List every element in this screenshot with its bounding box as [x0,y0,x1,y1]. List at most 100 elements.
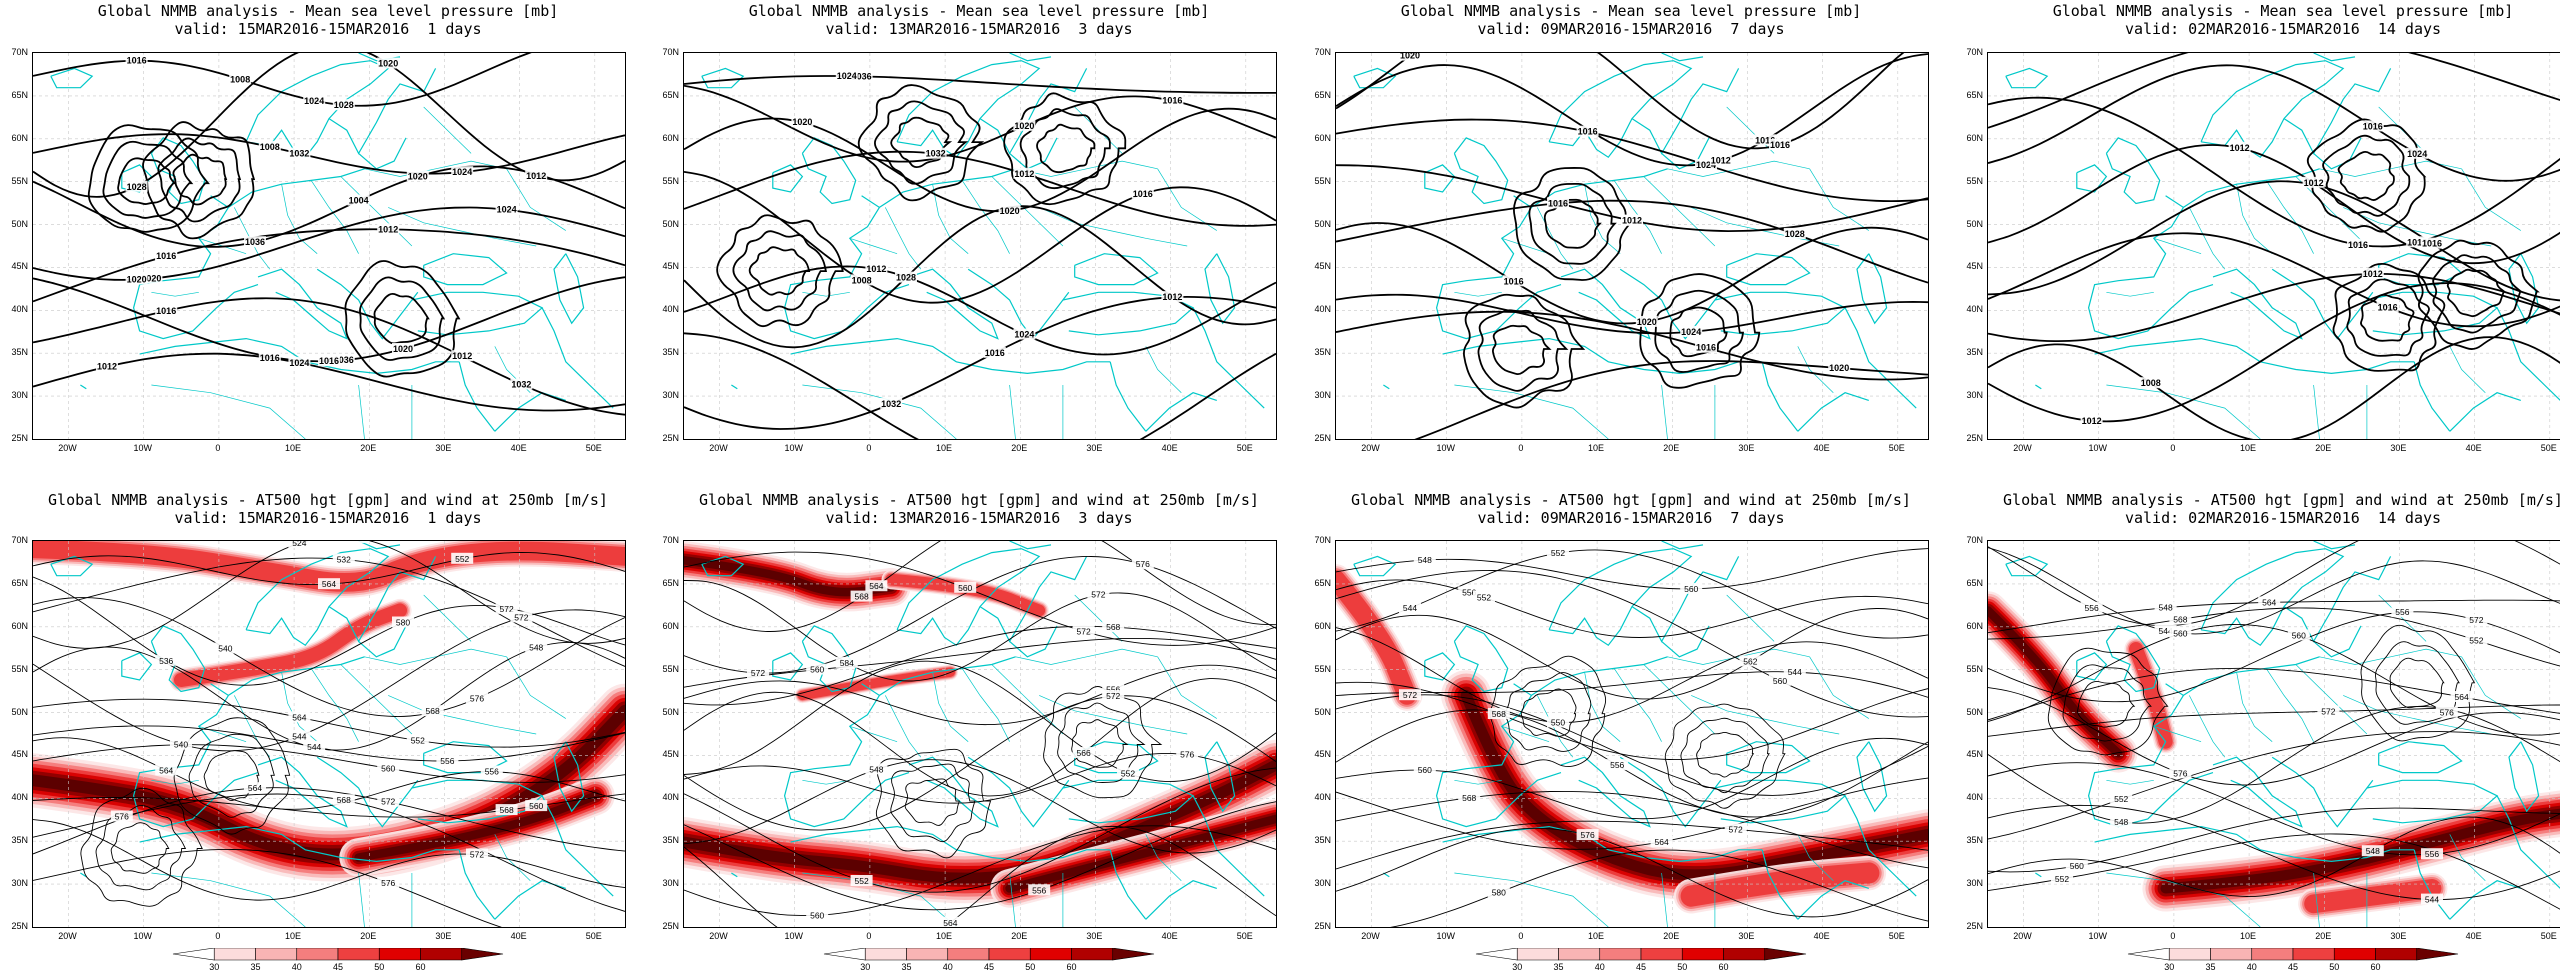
contour-label-bg [983,346,1006,358]
country-border [1501,725,1550,743]
contour-line [1336,548,1928,590]
country-border [2378,106,2427,154]
contour-closed [2306,118,2427,233]
colorbar-segment [2333,948,2376,961]
country-border [1667,648,1810,665]
contour-label: 552 [2114,794,2128,804]
contour-label-bg [806,909,829,921]
lat-tick-label: 40N [662,792,679,803]
contour-label: 1016 [2378,302,2398,312]
coastline [1435,683,1562,828]
lat-tick-label: 65N [11,89,28,100]
coastline [896,548,1041,647]
contour-line [33,576,625,686]
contour-label: 1028 [896,273,916,283]
lat-tick-label: 30N [662,878,679,889]
contour-label: 524 [292,541,306,548]
colorbar-tick-label: 30 [1512,962,1523,972]
contour-label-bg [332,794,355,806]
contour-label: 564 [2262,597,2276,607]
contour-label-bg [2421,848,2443,860]
contour-label: 564 [248,783,262,793]
contour-label: 1024 [304,96,324,106]
lon-tick-label: 10E [285,443,302,453]
contour-label-bg [1680,582,1703,594]
contour-closed [87,124,210,233]
contour-closed [2360,293,2415,342]
contour-label-bg [495,804,518,816]
contour-label: 556 [2085,603,2099,613]
contour-label-bg [2406,147,2429,159]
country-border [151,291,199,297]
colorbar-segment [1723,948,1766,961]
contour-label: 568 [500,805,514,815]
country-border [2236,184,2273,254]
coastline [50,555,94,577]
contour-label-bg [318,355,340,367]
lat-tick-label: 60N [11,620,28,631]
lon-tick-label: 30E [1086,931,1103,941]
lon-tick-label: 40E [1813,443,1830,453]
contour-closed [2337,151,2395,201]
contour-label-bg [2169,627,2192,639]
coastline [257,756,348,828]
contour-label: 548 [1418,555,1432,565]
lat-tick-label: 60N [662,620,679,631]
contour-label: 560 [810,665,824,675]
contour-label-bg [347,541,370,544]
contour-label: 572 [514,612,528,622]
contour-closed [359,276,446,361]
lat-tick-label: 70N [1966,47,1983,57]
lon-tick-label: 40E [2465,443,2482,453]
contour-label: 572 [1106,691,1120,701]
contour-label-bg [865,763,888,775]
contour-line [1988,667,2560,721]
contour-line [1988,336,2560,439]
country-border [506,656,566,719]
contour-label: 576 [2440,708,2454,718]
lat-tick-label: 55N [662,175,679,186]
colorbar-segment [2375,948,2418,961]
contour-label-bg [1399,689,1421,701]
contour-label-bg [1102,690,1125,702]
contour-line [684,556,1276,674]
contour-label: 1016 [1755,135,1775,145]
contour-line [684,332,1276,439]
colorbar-segment [2251,948,2294,961]
contour-label-bg [155,654,178,666]
map-panel-1: Global NMMB analysis - Mean sea level pr… [0,0,651,960]
lat-tick-label: 30N [1314,390,1331,401]
contour-label: 1024 [452,167,472,177]
lat-tick-label: 50N [1314,706,1331,717]
contour-label: 548 [529,642,543,652]
contour-label: 568 [337,795,351,805]
panel-valid-range: valid: 02MAR2016-15MAR2016 14 days [2124,20,2442,38]
contour-label: 552 [1551,548,1565,558]
lat-tick-label: 70N [1314,535,1331,545]
contour-line [33,725,625,762]
lat-tick-label: 30N [11,878,28,889]
contour-line [684,75,1276,94]
lat-tick-label: 55N [11,663,28,674]
contour-label: 552 [455,554,469,564]
coastline [772,652,804,681]
contour-label-bg [850,274,873,286]
coastline [2212,268,2303,340]
contour-label-bg [1635,315,1658,327]
colorbar-segment [2168,948,2211,961]
contour-label: 560 [810,910,824,920]
contour-line [1988,96,2560,248]
contour-label-bg [288,147,311,159]
contour-closed [1639,273,1761,389]
contour-label: 1024 [1681,327,1701,337]
coastline [257,268,348,340]
contour-closed [2062,664,2152,742]
country-border [2153,237,2202,255]
contour-label: 556 [1032,885,1046,895]
contour-label: 572 [2321,706,2335,716]
coastline [1548,60,1693,159]
contour-label: 544 [307,742,321,752]
contour-label: 1012 [2407,237,2427,247]
map-canvas: 5405445485525565605645725765485525565605… [1988,541,2560,927]
country-border [1643,664,1716,735]
